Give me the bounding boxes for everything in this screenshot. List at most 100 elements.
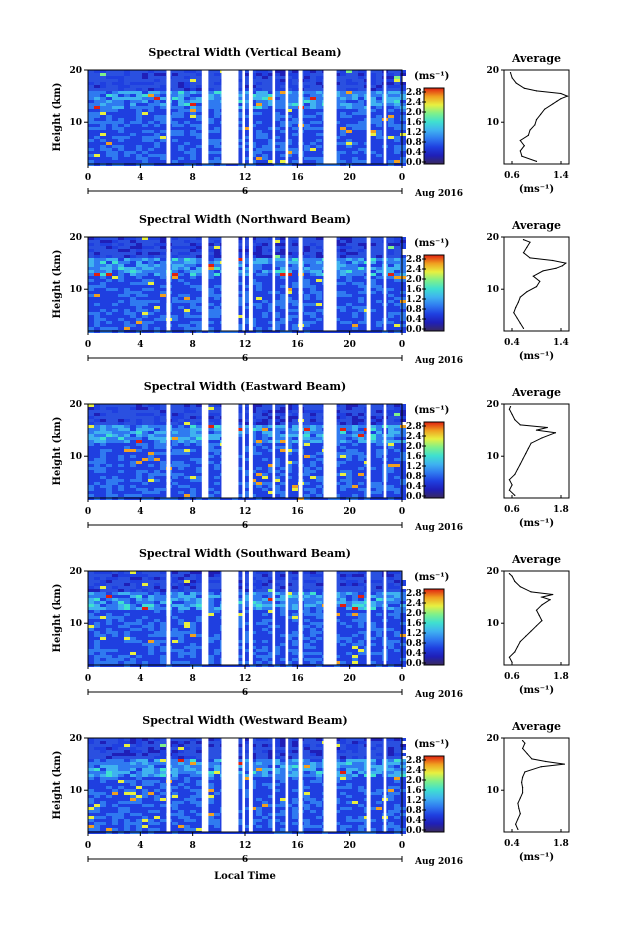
heatmap-cell [154,261,160,264]
heatmap-cell [106,157,112,160]
heatmap-cell [214,124,220,127]
heatmap-cell [394,592,400,595]
heatmap-cell [172,443,178,446]
heatmap-cell [100,264,106,267]
heatmap-cell [376,461,382,464]
heatmap-cell [196,300,202,303]
heatmap-cell [190,112,196,115]
heatmap-cell [106,264,112,267]
heatmap-cell [388,249,394,252]
heatmap-cell [118,264,124,267]
heatmap-cell [400,452,406,455]
heatmap-cell [262,327,268,330]
heatmap-cell [88,270,94,273]
heatmap-cell [238,458,244,461]
heatmap-cell [304,148,310,151]
heatmap-cell [256,273,262,276]
heatmap-cell [394,145,400,148]
heatmap-cell [346,88,352,91]
heatmap-cell [358,73,364,76]
heatmap-cell [310,592,316,595]
heatmap-cell [280,133,286,136]
x-tick-label: 12 [239,173,252,183]
heatmap-cell [148,592,154,595]
y-tick-label: 10 [69,118,82,128]
heatmap-cell [334,267,340,270]
heatmap-cell [256,151,262,154]
heatmap-cell [280,476,286,479]
heatmap-cell [376,160,382,163]
heatmap-cell [250,425,256,428]
heatmap-cell [244,413,250,416]
heatmap-cell [334,288,340,291]
heatmap-cell [130,118,136,121]
heatmap-cell [208,485,214,488]
heatmap-cell [160,324,166,327]
heatmap-cell [136,571,142,574]
heatmap-cell [358,437,364,440]
heatmap-cell [370,133,376,136]
heatmap-cell [154,494,160,497]
heatmap-cell [376,479,382,482]
heatmap-cell [88,464,94,467]
heatmap-cell [112,279,118,282]
heatmap-cell [388,467,394,470]
heatmap-cell [292,592,298,595]
heatmap-cell [148,446,154,449]
heatmap-cell [106,479,112,482]
heatmap-cell [214,285,220,288]
heatmap-cell [394,306,400,309]
heatmap-cell [292,440,298,443]
heatmap-cell [340,136,346,139]
heatmap-cell [262,574,268,577]
heatmap-cell [352,276,358,279]
heatmap-cell [274,106,280,109]
heatmap-cell [178,82,184,85]
heatmap-cell [94,449,100,452]
heatmap-cell [106,160,112,163]
heatmap-cell [358,109,364,112]
heatmap-cell [214,112,220,115]
heatmap-cell [376,482,382,485]
heatmap-cell [154,428,160,431]
heatmap-cell [184,443,190,446]
heatmap-cell [130,264,136,267]
heatmap-cell [400,303,406,306]
heatmap-cell [388,106,394,109]
heatmap-cell [358,571,364,574]
heatmap-cell [250,249,256,252]
heatmap-cell [112,91,118,94]
heatmap-cell [388,461,394,464]
heatmap-cell [136,136,142,139]
heatmap-cell [178,109,184,112]
heatmap-cell [400,425,406,428]
heatmap-cell [340,312,346,315]
heatmap-cell [304,139,310,142]
heatmap-cell [340,494,346,497]
heatmap-cell [142,285,148,288]
heatmap-cell [280,428,286,431]
heatmap-cell [238,276,244,279]
heatmap-cell [178,160,184,163]
heatmap-cell [196,431,202,434]
heatmap-cell [274,488,280,491]
heatmap-cell [310,145,316,148]
heatmap-cell [250,282,256,285]
profile-y-tick-label: 20 [486,233,499,243]
heatmap-cell [400,285,406,288]
heatmap-cell [94,419,100,422]
heatmap-cell [100,91,106,94]
heatmap-cell [370,82,376,85]
heatmap-cell [358,592,364,595]
heatmap-cell [256,422,262,425]
heatmap-cell [340,246,346,249]
data-gap [201,70,209,164]
heatmap-cell [118,261,124,264]
heatmap-cell [124,467,130,470]
heatmap-cell [358,91,364,94]
heatmap-cell [136,142,142,145]
heatmap-cell [94,434,100,437]
heatmap-cell [178,461,184,464]
heatmap-cell [256,255,262,258]
heatmap-cell [280,473,286,476]
